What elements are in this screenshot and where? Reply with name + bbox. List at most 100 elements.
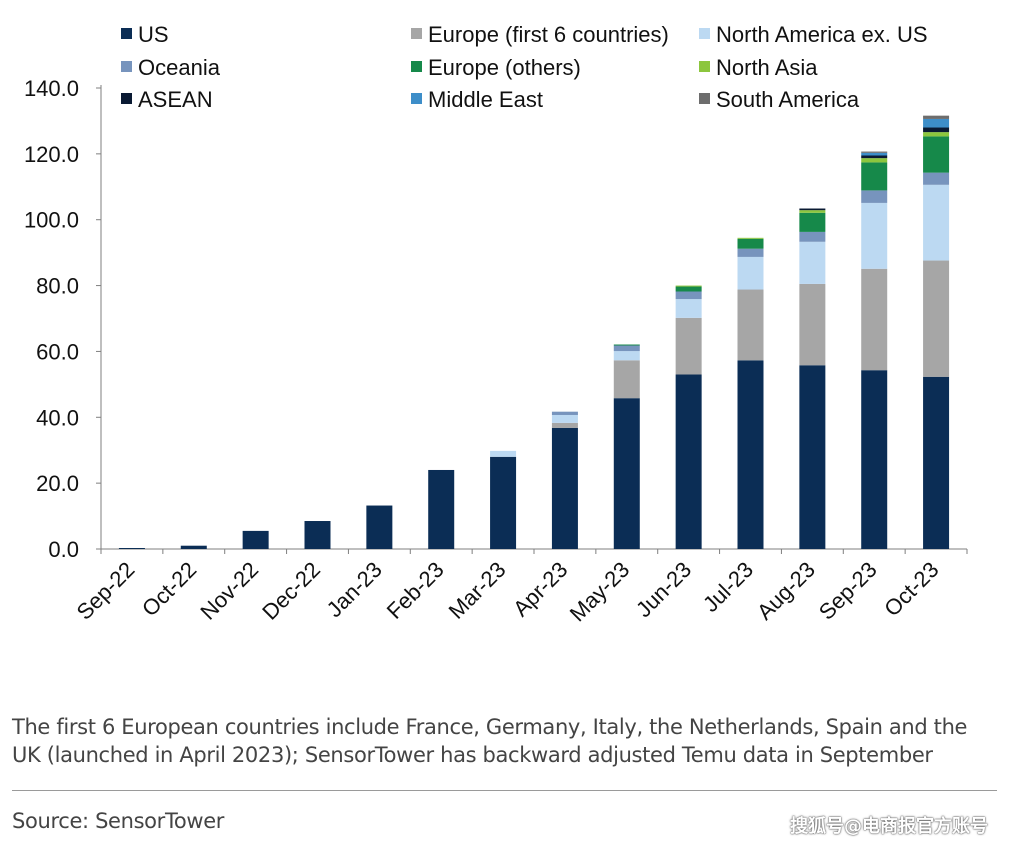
source-label: Source: SensorTower <box>12 809 225 833</box>
bar-segment <box>242 530 269 549</box>
bar-segment <box>799 231 826 242</box>
y-tick-label: 40.0 <box>36 405 79 430</box>
bar-segment <box>490 450 517 457</box>
bar-segment <box>675 299 702 318</box>
x-tick-label: Oct-22 <box>137 557 201 621</box>
x-tick-label: Oct-23 <box>879 557 943 621</box>
bar-segment <box>923 172 950 185</box>
legend-swatch <box>699 28 710 39</box>
bar-segment <box>551 414 578 423</box>
footnote: The first 6 European countries include F… <box>12 715 968 767</box>
bar-segment <box>737 248 764 257</box>
bar-segment <box>861 162 888 191</box>
legend-swatch <box>121 61 132 72</box>
legend-label: North Asia <box>716 55 818 80</box>
bar-segment <box>613 345 640 352</box>
legend-label: Europe (others) <box>428 55 581 80</box>
legend-label: Middle East <box>428 87 543 112</box>
bar-segment <box>613 398 640 549</box>
bar-segment <box>923 132 950 137</box>
x-tick-label: Aug-23 <box>752 557 820 625</box>
bar-segment <box>737 360 764 549</box>
bar-segment <box>551 422 578 428</box>
bar-segment <box>737 256 764 290</box>
y-tick-label: 140.0 <box>24 76 79 101</box>
x-tick-label: Sep-22 <box>72 557 140 625</box>
bar-segment <box>861 151 888 153</box>
bar-segment <box>428 469 455 549</box>
bar-segment <box>613 344 640 346</box>
y-tick-label: 60.0 <box>36 339 79 364</box>
chart-bars <box>118 115 950 549</box>
bar-segment <box>799 208 826 211</box>
bar-segment <box>923 376 950 549</box>
bar-segment <box>923 136 950 173</box>
bar-segment <box>118 548 145 549</box>
x-tick-label: Mar-23 <box>444 557 511 624</box>
x-tick-label: Dec-22 <box>257 557 325 625</box>
bar-segment <box>366 505 393 549</box>
x-tick-label: May-23 <box>565 557 635 627</box>
bar-segment <box>551 427 578 549</box>
bar-segment <box>675 286 702 292</box>
bar-segment <box>613 360 640 399</box>
bar-segment <box>861 158 888 163</box>
legend-label: ASEAN <box>138 87 213 112</box>
x-tick-label: Feb-23 <box>382 557 449 624</box>
legend-swatch <box>699 61 710 72</box>
bar-segment <box>799 210 826 213</box>
watermark: 搜狐号@电商报官方账号 <box>790 816 988 837</box>
legend-swatch <box>699 93 710 104</box>
stacked-bar-chart: US Europe (first 6 countries) North Americ… <box>24 22 968 627</box>
bar-segment <box>675 291 702 300</box>
bar-segment <box>861 152 888 156</box>
bar-segment <box>613 351 640 361</box>
chart-legend: US Europe (first 6 countries) North Americ… <box>121 22 928 112</box>
y-tick-label: 0.0 <box>48 537 79 562</box>
legend-swatch <box>411 61 422 72</box>
bar-segment <box>923 184 950 261</box>
legend-swatch <box>411 93 422 104</box>
x-tick-label: Jan-23 <box>322 557 387 622</box>
bar-segment <box>737 237 764 239</box>
legend-label: Oceania <box>138 55 221 80</box>
bar-segment <box>675 285 702 287</box>
y-tick-label: 120.0 <box>24 142 79 167</box>
legend-swatch <box>411 28 422 39</box>
bar-segment <box>490 456 517 549</box>
y-tick-label: 80.0 <box>36 274 79 299</box>
x-tick-label: Sep-23 <box>814 557 882 625</box>
x-tick-label: Apr-23 <box>508 557 572 621</box>
legend-label: Europe (first 6 countries) <box>428 22 669 47</box>
bar-segment <box>923 118 950 128</box>
bar-segment <box>861 202 888 269</box>
bar-segment <box>861 190 888 203</box>
bar-segment <box>923 115 950 119</box>
bar-segment <box>180 545 207 549</box>
bar-segment <box>861 268 888 371</box>
x-tick-label: Nov-22 <box>195 557 263 625</box>
y-tick-label: 20.0 <box>36 471 79 496</box>
bar-segment <box>799 365 826 549</box>
bar-segment <box>799 283 826 366</box>
y-tick-label: 100.0 <box>24 208 79 233</box>
legend-label: North America ex. US <box>716 22 928 47</box>
legend-label: US <box>138 22 169 47</box>
bar-segment <box>861 370 888 549</box>
bar-segment <box>551 411 578 415</box>
bar-segment <box>861 155 888 159</box>
bar-segment <box>675 374 702 549</box>
bar-segment <box>737 289 764 361</box>
legend-swatch <box>121 28 132 39</box>
legend-swatch <box>121 93 132 104</box>
legend-label: South America <box>716 87 860 112</box>
bar-segment <box>737 238 764 249</box>
x-tick-label: Jul-23 <box>698 557 758 617</box>
bar-segment <box>675 317 702 375</box>
x-tick-label: Jun-23 <box>631 557 696 622</box>
bar-segment <box>923 127 950 133</box>
bar-segment <box>923 260 950 377</box>
bar-segment <box>799 241 826 284</box>
footer-divider <box>12 790 997 791</box>
bar-segment <box>304 521 331 549</box>
